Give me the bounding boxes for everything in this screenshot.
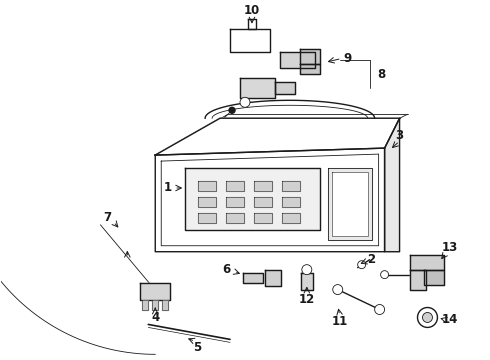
Polygon shape (332, 172, 368, 236)
Text: 8: 8 (377, 68, 386, 81)
Circle shape (375, 305, 385, 315)
Polygon shape (282, 197, 300, 207)
Polygon shape (155, 148, 385, 252)
Polygon shape (198, 213, 216, 223)
Text: 4: 4 (151, 311, 159, 324)
Polygon shape (226, 181, 244, 191)
Polygon shape (230, 28, 270, 53)
Circle shape (229, 107, 235, 113)
Text: 2: 2 (368, 253, 376, 266)
Circle shape (358, 261, 366, 269)
Polygon shape (254, 197, 272, 207)
Circle shape (417, 307, 438, 328)
Circle shape (422, 312, 433, 323)
Polygon shape (328, 168, 371, 240)
Polygon shape (248, 19, 256, 28)
Polygon shape (424, 270, 444, 285)
Text: 7: 7 (103, 211, 111, 224)
Text: 11: 11 (332, 315, 348, 328)
Text: 14: 14 (441, 313, 458, 326)
Polygon shape (155, 118, 399, 155)
Polygon shape (161, 154, 379, 246)
Polygon shape (198, 181, 216, 191)
Polygon shape (265, 270, 281, 285)
Polygon shape (282, 213, 300, 223)
Polygon shape (198, 197, 216, 207)
Polygon shape (140, 283, 170, 300)
Polygon shape (410, 270, 426, 289)
Circle shape (240, 97, 250, 107)
Polygon shape (301, 273, 313, 289)
Circle shape (302, 265, 312, 275)
Circle shape (381, 271, 389, 279)
Polygon shape (243, 273, 263, 283)
Polygon shape (162, 300, 168, 310)
Polygon shape (254, 213, 272, 223)
Polygon shape (142, 300, 148, 310)
Text: 13: 13 (441, 241, 458, 254)
Polygon shape (300, 64, 320, 75)
Text: 3: 3 (395, 129, 404, 142)
Text: 5: 5 (193, 341, 201, 354)
Text: 9: 9 (343, 52, 352, 65)
Polygon shape (410, 255, 444, 270)
Polygon shape (254, 181, 272, 191)
Polygon shape (226, 197, 244, 207)
Text: 6: 6 (222, 263, 230, 276)
Polygon shape (226, 213, 244, 223)
Polygon shape (282, 181, 300, 191)
Polygon shape (240, 78, 275, 98)
Text: 12: 12 (299, 293, 315, 306)
Text: 1: 1 (164, 181, 172, 194)
Polygon shape (275, 82, 295, 94)
Polygon shape (385, 118, 399, 252)
Polygon shape (152, 300, 158, 310)
Polygon shape (185, 168, 320, 230)
Polygon shape (300, 49, 320, 64)
Text: 10: 10 (244, 4, 260, 17)
Circle shape (333, 285, 343, 294)
Polygon shape (280, 53, 315, 68)
